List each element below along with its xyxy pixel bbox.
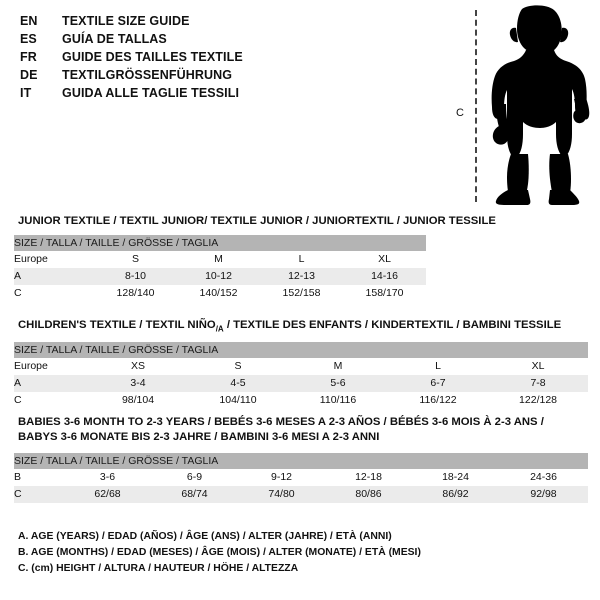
table-cell: S xyxy=(188,358,288,376)
table-cell: 92/98 xyxy=(499,486,589,503)
language-code: FR xyxy=(20,50,37,64)
table-cell: 6-7 xyxy=(388,375,488,393)
size-header-label: SIZE / TALLA / TAILLE / GRÖSSE / TAGLIA xyxy=(14,342,589,359)
table-cell: 104/110 xyxy=(188,392,288,410)
table-cell: 4-5 xyxy=(188,375,288,393)
header-area: EN TEXTILE SIZE GUIDE ES GUÍA DE TALLAS … xyxy=(0,0,600,210)
row-label: C xyxy=(14,486,64,503)
size-header-label: SIZE / TALLA / TAILLE / GRÖSSE / TAGLIA xyxy=(14,453,589,469)
table-cell: 86/92 xyxy=(412,486,499,503)
row-label: B xyxy=(14,469,64,486)
table-row: Europe S M L XL xyxy=(14,251,427,268)
junior-size-table: SIZE / TALLA / TAILLE / GRÖSSE / TAGLIA … xyxy=(14,235,427,302)
table-cell: 74/80 xyxy=(238,486,325,503)
table-cell: M xyxy=(288,358,388,376)
table-cell: 98/104 xyxy=(88,392,188,410)
table-cell: 24-36 xyxy=(499,469,589,486)
section-title-babies-line2: BABYS 3-6 MONATE BIS 2-3 JAHRE / BAMBINI… xyxy=(18,431,380,443)
table-cell: 7-8 xyxy=(488,375,589,393)
language-row: IT GUIDA ALLE TAGLIE TESSILI xyxy=(20,84,440,102)
table-cell: M xyxy=(177,251,260,268)
table-cell: 3-4 xyxy=(88,375,188,393)
table-cell: 128/140 xyxy=(94,285,177,302)
language-code: IT xyxy=(20,86,32,100)
table-header-bar-row: SIZE / TALLA / TAILLE / GRÖSSE / TAGLIA xyxy=(14,342,589,359)
child-silhouette-icon xyxy=(491,5,590,205)
table-cell: 158/170 xyxy=(343,285,427,302)
language-row: EN TEXTILE SIZE GUIDE xyxy=(20,12,440,30)
table-cell: 110/116 xyxy=(288,392,388,410)
section-childrens-textile: CHILDREN'S TEXTILE / TEXTIL NIÑO/A / TEX… xyxy=(0,318,600,410)
table-cell: 6-9 xyxy=(151,469,238,486)
table-row: C 128/140 140/152 152/158 158/170 xyxy=(14,285,427,302)
table-row: C 98/104 104/110 110/116 116/122 122/128 xyxy=(14,392,589,410)
table-cell: 116/122 xyxy=(388,392,488,410)
section-title-children: CHILDREN'S TEXTILE / TEXTIL NIÑO/A / TEX… xyxy=(0,318,600,336)
table-cell: 152/158 xyxy=(260,285,343,302)
section-title-children-post: / TEXTILE DES ENFANTS / KINDERTEXTIL / B… xyxy=(223,319,562,331)
table-cell: 80/86 xyxy=(325,486,412,503)
section-babies-textile: BABIES 3-6 MONTH TO 2-3 YEARS / BEBÉS 3-… xyxy=(0,415,600,503)
row-label: Europe xyxy=(14,251,94,268)
size-header-label: SIZE / TALLA / TAILLE / GRÖSSE / TAGLIA xyxy=(14,235,427,251)
table-header-bar-row: SIZE / TALLA / TAILLE / GRÖSSE / TAGLIA xyxy=(14,453,589,469)
legend-block: A. AGE (YEARS) / EDAD (AÑOS) / ÂGE (ANS)… xyxy=(18,529,578,577)
language-row: ES GUÍA DE TALLAS xyxy=(20,30,440,48)
table-cell: 3-6 xyxy=(64,469,151,486)
table-cell: 8-10 xyxy=(94,268,177,285)
table-cell: XL xyxy=(343,251,427,268)
table-cell: XS xyxy=(88,358,188,376)
table-cell: 18-24 xyxy=(412,469,499,486)
language-title: GUIDE DES TAILLES TEXTILE xyxy=(62,50,243,64)
language-title: TEXTILE SIZE GUIDE xyxy=(62,14,190,28)
section-title-children-pre: CHILDREN'S TEXTILE / TEXTIL NIÑO xyxy=(18,319,216,331)
language-code: DE xyxy=(20,68,38,82)
measure-label-c: C xyxy=(456,107,464,119)
row-label: C xyxy=(14,392,88,410)
table-cell: 5-6 xyxy=(288,375,388,393)
row-label: C xyxy=(14,285,94,302)
language-code: ES xyxy=(20,32,37,46)
legend-row-a: A. AGE (YEARS) / EDAD (AÑOS) / ÂGE (ANS)… xyxy=(18,531,392,542)
row-label: Europe xyxy=(14,358,88,376)
table-cell: 14-16 xyxy=(343,268,427,285)
table-cell: 68/74 xyxy=(151,486,238,503)
table-cell: 122/128 xyxy=(488,392,589,410)
language-row: FR GUIDE DES TAILLES TEXTILE xyxy=(20,48,440,66)
language-title: GUIDA ALLE TAGLIE TESSILI xyxy=(62,86,240,100)
table-cell: 12-18 xyxy=(325,469,412,486)
language-row: DE TEXTILGRÖSSENFÜHRUNG xyxy=(20,66,440,84)
table-row: C 62/68 68/74 74/80 80/86 86/92 92/98 xyxy=(14,486,589,503)
dashed-measure-line-icon xyxy=(475,10,477,202)
row-label: A xyxy=(14,268,94,285)
table-cell: L xyxy=(388,358,488,376)
table-cell: XL xyxy=(488,358,589,376)
row-label: A xyxy=(14,375,88,393)
table-cell: 10-12 xyxy=(177,268,260,285)
table-row: B 3-6 6-9 9-12 12-18 18-24 24-36 xyxy=(14,469,589,486)
legend-row-b: B. AGE (MONTHS) / EDAD (MESES) / ÂGE (MO… xyxy=(18,547,421,558)
language-title: TEXTILGRÖSSENFÜHRUNG xyxy=(62,68,233,82)
height-measurement-figure: C xyxy=(452,4,596,206)
table-cell: 62/68 xyxy=(64,486,151,503)
table-row: Europe XS S M L XL xyxy=(14,358,589,376)
table-row: A 8-10 10-12 12-13 14-16 xyxy=(14,268,427,285)
language-title-list: EN TEXTILE SIZE GUIDE ES GUÍA DE TALLAS … xyxy=(20,12,440,102)
table-cell: S xyxy=(94,251,177,268)
legend-row-c: C. (cm) HEIGHT / ALTURA / HAUTEUR / HÖHE… xyxy=(18,563,299,574)
section-title-junior: JUNIOR TEXTILE / TEXTIL JUNIOR/ TEXTILE … xyxy=(18,215,496,227)
section-title-children-sub: /A xyxy=(215,324,224,334)
children-size-table: SIZE / TALLA / TAILLE / GRÖSSE / TAGLIA … xyxy=(14,342,589,410)
table-cell: 12-13 xyxy=(260,268,343,285)
table-cell: 9-12 xyxy=(238,469,325,486)
section-title-babies-line1: BABIES 3-6 MONTH TO 2-3 YEARS / BEBÉS 3-… xyxy=(18,416,544,428)
table-cell: L xyxy=(260,251,343,268)
table-cell: 140/152 xyxy=(177,285,260,302)
language-title: GUÍA DE TALLAS xyxy=(62,32,167,46)
section-junior-textile: JUNIOR TEXTILE / TEXTIL JUNIOR/ TEXTILE … xyxy=(0,214,600,302)
table-row: A 3-4 4-5 5-6 6-7 7-8 xyxy=(14,375,589,393)
table-header-bar-row: SIZE / TALLA / TAILLE / GRÖSSE / TAGLIA xyxy=(14,235,427,251)
language-code: EN xyxy=(20,14,38,28)
babies-size-table: SIZE / TALLA / TAILLE / GRÖSSE / TAGLIA … xyxy=(14,453,589,503)
